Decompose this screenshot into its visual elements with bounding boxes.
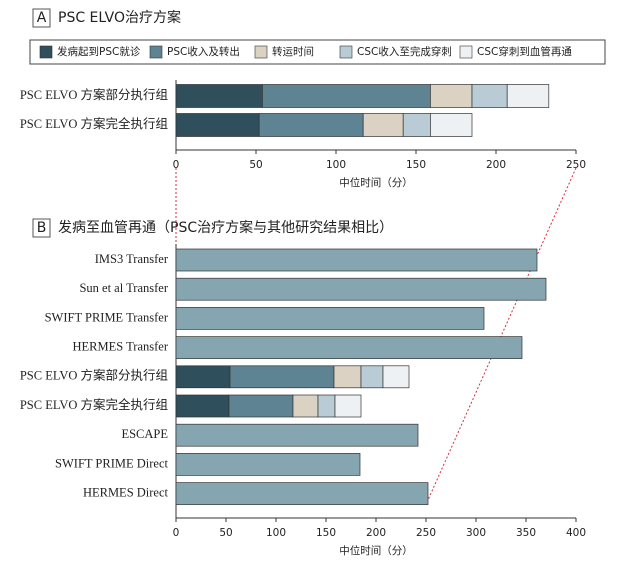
bar bbox=[333, 365, 362, 389]
legend-label: CSC收入至完成穿刺 bbox=[357, 45, 452, 58]
category-label: Sun et al Transfer bbox=[79, 281, 168, 295]
bar bbox=[262, 84, 431, 108]
x-tick-label: 100 bbox=[266, 527, 286, 539]
x-tick-label: 250 bbox=[416, 527, 436, 539]
bar bbox=[360, 365, 384, 389]
x-tick-label: 300 bbox=[466, 527, 486, 539]
category-label: PSC ELVO 方案部分执行组 bbox=[20, 368, 168, 383]
category-label: PSC ELVO 方案部分执行组 bbox=[20, 87, 168, 102]
legend-swatch bbox=[459, 45, 473, 59]
bar bbox=[175, 365, 231, 389]
bar bbox=[402, 113, 431, 137]
bar bbox=[430, 113, 473, 137]
bar bbox=[175, 113, 260, 137]
panel-label: A bbox=[37, 10, 47, 26]
legend-swatch bbox=[339, 45, 353, 59]
bar bbox=[175, 307, 485, 330]
category-label: PSC ELVO 方案完全执行组 bbox=[20, 397, 168, 412]
x-tick-label: 100 bbox=[326, 159, 346, 171]
bar bbox=[175, 423, 419, 447]
x-tick-label: 250 bbox=[566, 159, 586, 171]
legend-label: 转运时间 bbox=[272, 45, 314, 58]
x-tick-label: 150 bbox=[316, 527, 336, 539]
panel-label: B bbox=[37, 220, 47, 236]
legend-swatch bbox=[39, 45, 53, 59]
bar bbox=[292, 394, 319, 418]
bar bbox=[175, 277, 547, 301]
category-label: ESCAPE bbox=[121, 427, 168, 441]
category-label: SWIFT PRIME Direct bbox=[55, 456, 168, 470]
category-label: HERMES Transfer bbox=[73, 339, 169, 353]
panel-label-box bbox=[32, 218, 51, 238]
bar bbox=[362, 113, 404, 137]
bar bbox=[430, 84, 473, 108]
bar bbox=[506, 84, 550, 108]
connector bbox=[427, 167, 577, 501]
bar bbox=[334, 394, 362, 418]
bar bbox=[382, 365, 410, 389]
bar bbox=[229, 365, 335, 389]
bar bbox=[471, 84, 508, 108]
x-tick-label: 200 bbox=[366, 527, 386, 539]
bar bbox=[175, 394, 230, 418]
x-tick-label: 350 bbox=[516, 527, 536, 539]
x-tick-label: 50 bbox=[249, 159, 262, 171]
x-tick-label: 50 bbox=[219, 527, 232, 539]
x-axis-label: 中位时间（分） bbox=[339, 544, 413, 557]
x-tick-label: 400 bbox=[566, 527, 586, 539]
bar bbox=[175, 248, 538, 272]
legend-label: PSC收入及转出 bbox=[167, 45, 240, 58]
panel-title: PSC ELVO治疗方案 bbox=[58, 9, 181, 26]
bar bbox=[175, 336, 523, 359]
panel-title: 发病至血管再通（PSC治疗方案与其他研究结果相比） bbox=[58, 219, 393, 236]
legend-swatch bbox=[254, 45, 268, 59]
legend-swatch bbox=[149, 45, 163, 59]
bar bbox=[258, 113, 364, 137]
x-tick-label: 0 bbox=[173, 527, 180, 539]
panel-label-box bbox=[32, 8, 51, 28]
category-label: SWIFT PRIME Transfer bbox=[45, 310, 169, 324]
bar bbox=[175, 482, 429, 505]
legend-box bbox=[29, 39, 606, 65]
bar bbox=[175, 84, 263, 108]
legend-label: CSC穿刺到血管再通 bbox=[477, 45, 572, 58]
bar bbox=[228, 394, 294, 418]
x-tick-label: 200 bbox=[486, 159, 506, 171]
x-axis-label: 中位时间（分） bbox=[339, 176, 413, 189]
x-tick-label: 150 bbox=[406, 159, 426, 171]
legend-label: 发病起到PSC就诊 bbox=[57, 45, 141, 58]
bar bbox=[317, 394, 336, 418]
category-label: HERMES Direct bbox=[83, 485, 169, 499]
category-label: PSC ELVO 方案完全执行组 bbox=[20, 116, 168, 131]
category-label: IMS3 Transfer bbox=[95, 252, 169, 266]
x-tick-label: 0 bbox=[173, 159, 180, 171]
bar bbox=[175, 453, 361, 476]
